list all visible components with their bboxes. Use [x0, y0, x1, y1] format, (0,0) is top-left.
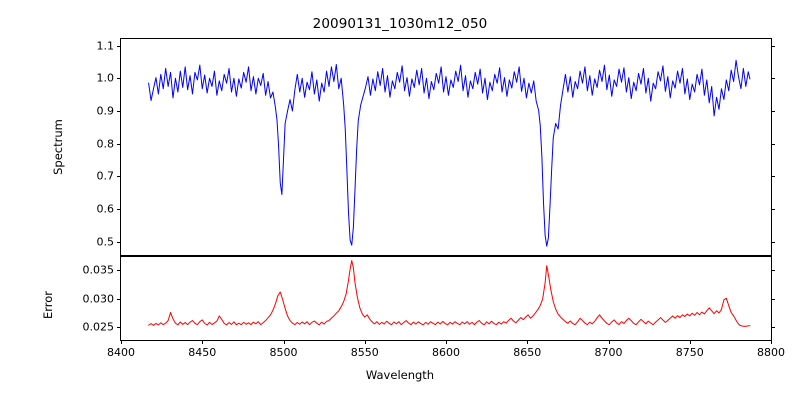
ytick-mark [117, 270, 121, 272]
xtick-label: 8550 [350, 346, 379, 359]
xtick-mark [771, 340, 772, 344]
ytick-label: 0.030 [82, 292, 115, 306]
xtick-mark [283, 340, 285, 344]
ytick-mark [771, 209, 775, 211]
ytick-mark [771, 111, 775, 112]
xtick-mark [121, 340, 122, 344]
error-line [148, 260, 751, 327]
ytick-mark [771, 45, 775, 47]
xtick-label: 8400 [107, 346, 135, 359]
ytick-mark [771, 143, 775, 145]
xtick-mark [527, 340, 529, 344]
ytick-label: 0.5 [96, 235, 115, 249]
spectrum-plot-area [121, 39, 771, 255]
figure-xlabel: Wavelength [365, 368, 435, 382]
ytick-mark [117, 143, 121, 145]
ytick-label: 0.8 [96, 137, 115, 151]
xtick-label: 8700 [594, 346, 623, 359]
spectrum-ylabel: Spectrum [51, 119, 65, 175]
xtick-mark [446, 340, 447, 344]
ytick-mark [117, 111, 121, 112]
xtick-label: 8500 [269, 346, 298, 359]
ytick-label: 0.035 [82, 263, 115, 277]
ytick-mark [117, 241, 121, 243]
xtick-label: 8600 [432, 346, 460, 359]
xtick-mark [608, 340, 610, 344]
ytick-mark [117, 45, 121, 47]
spectrum-line [148, 59, 751, 247]
ytick-mark [117, 327, 121, 329]
ytick-mark [771, 327, 775, 329]
ytick-mark [117, 78, 121, 80]
figure-title: 20090131_1030m12_050 [312, 16, 488, 32]
ytick-label: 0.6 [96, 202, 115, 216]
ytick-mark [771, 298, 775, 300]
ytick-label: 1.0 [96, 71, 115, 85]
xtick-label: 8450 [188, 346, 217, 359]
ytick-mark [117, 298, 121, 300]
error-ylabel: Error [41, 290, 55, 320]
error-plot-area [121, 257, 771, 340]
xtick-label: 8750 [675, 346, 704, 359]
ytick-label: 0.025 [82, 320, 115, 334]
ytick-mark [117, 209, 121, 211]
xtick-mark [202, 340, 204, 344]
xtick-mark [689, 340, 691, 344]
xtick-mark [364, 340, 366, 344]
ytick-mark [771, 241, 775, 243]
ytick-mark [771, 176, 775, 178]
ytick-label: 1.1 [96, 39, 115, 53]
ytick-mark [117, 176, 121, 178]
ytick-label: 0.7 [96, 169, 115, 183]
xtick-label: 8800 [757, 346, 785, 359]
xtick-label: 8650 [513, 346, 542, 359]
ytick-mark [771, 270, 775, 272]
ytick-label: 0.9 [96, 104, 115, 118]
ytick-mark [771, 78, 775, 80]
